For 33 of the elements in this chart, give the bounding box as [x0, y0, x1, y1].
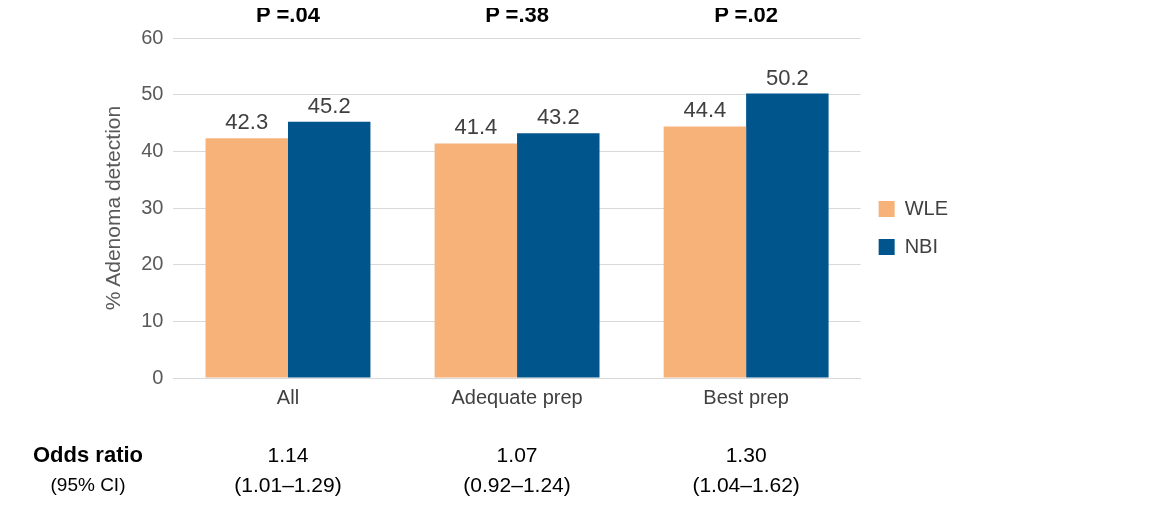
text: (1.04–1.62)	[692, 472, 800, 496]
legend-label: WLE	[904, 196, 948, 219]
y-tick-label: 60	[141, 25, 164, 48]
bar	[287, 121, 371, 378]
y-tick-label: 40	[141, 138, 164, 161]
text: (1.01–1.29)	[234, 472, 342, 496]
y-tick-label: 20	[141, 252, 164, 275]
y-tick-label: 0	[152, 365, 164, 388]
text: 1.07	[496, 442, 538, 466]
text: 1.30	[725, 442, 767, 466]
data-label: 41.4	[454, 114, 498, 140]
y-tick-label: 10	[141, 308, 164, 331]
text: (0.92–1.24)	[463, 472, 571, 496]
y-tick-label: 50	[141, 82, 164, 105]
x-tick-label: Adequate prep	[451, 385, 583, 408]
bar	[746, 93, 829, 378]
bar	[205, 138, 288, 378]
y-axis-title: % Adenoma detection	[101, 105, 125, 311]
data-label: 45.2	[307, 92, 351, 118]
data-label: 43.2	[536, 104, 580, 130]
bar	[517, 133, 600, 378]
x-tick-label: All	[276, 385, 300, 408]
data-label: 44.4	[683, 97, 727, 123]
legend-label: NBI	[904, 234, 938, 257]
y-tick-label: 30	[141, 195, 164, 218]
text: Odds ratio	[32, 442, 144, 468]
bar	[663, 126, 747, 378]
data-label: 50.2	[765, 64, 809, 90]
text: 1.14	[267, 442, 309, 466]
x-tick-label: Best prep	[703, 385, 789, 408]
bar	[434, 143, 518, 378]
data-label: 42.3	[225, 109, 269, 135]
text: (95% CI)	[50, 474, 126, 496]
